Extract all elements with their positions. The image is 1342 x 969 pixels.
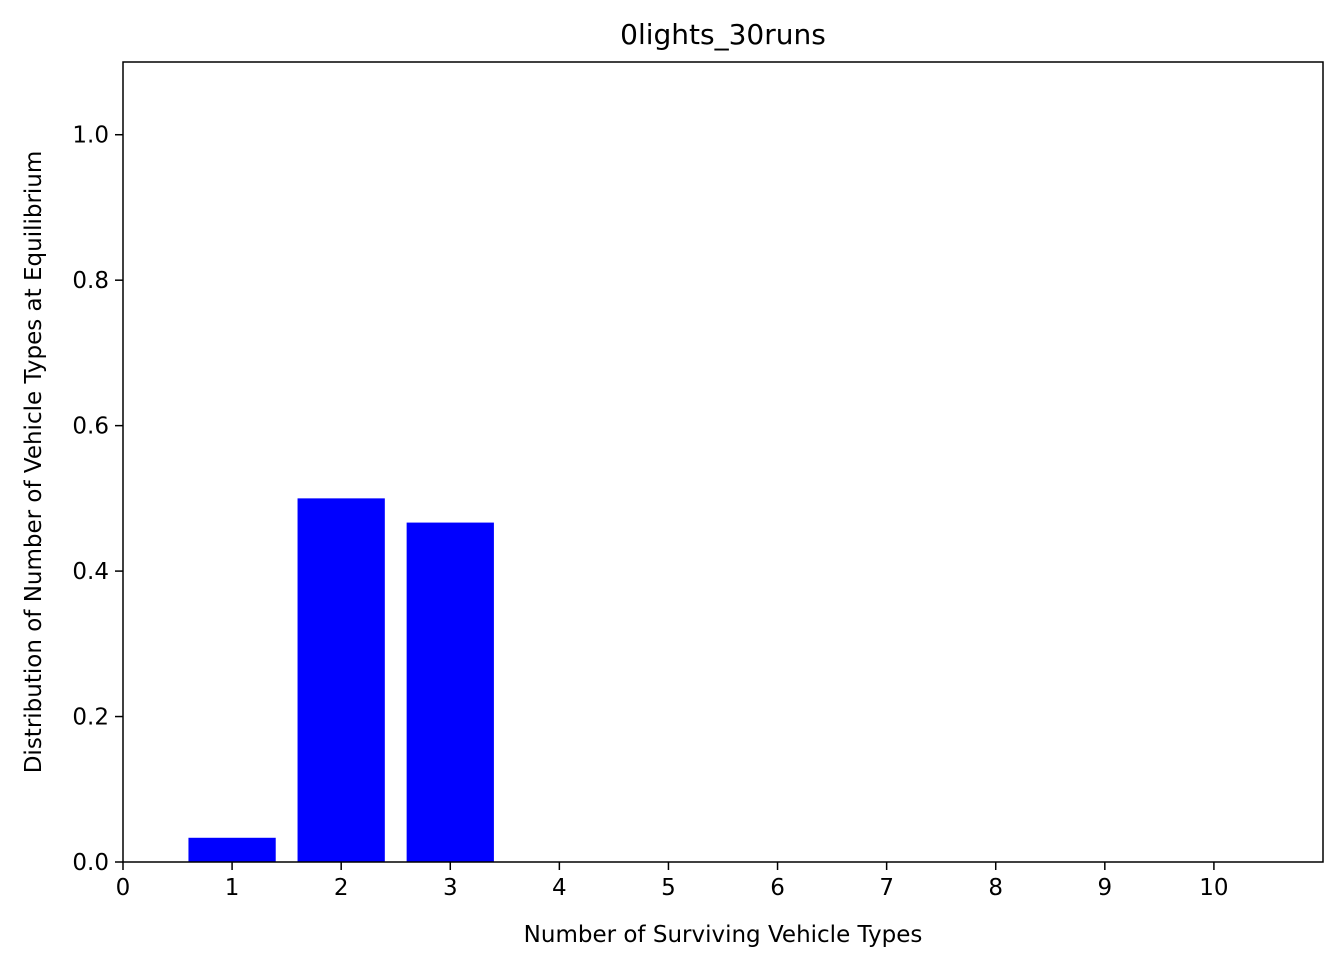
- x-tick-label: 1: [225, 875, 240, 901]
- y-tick-label: 0.4: [72, 559, 109, 585]
- x-tick-label: 2: [334, 875, 349, 901]
- x-tick-label: 5: [661, 875, 676, 901]
- bar-2: [297, 498, 385, 862]
- y-axis-label: Distribution of Number of Vehicle Types …: [21, 151, 47, 774]
- x-tick-label: 4: [552, 875, 567, 901]
- x-tick-label: 0: [116, 875, 131, 901]
- chart-title: 0lights_30runs: [620, 18, 826, 51]
- y-tick-label: 0.0: [72, 850, 109, 876]
- y-tick-label: 0.8: [72, 268, 109, 294]
- y-tick-label: 0.6: [72, 414, 109, 440]
- x-tick-label: 7: [879, 875, 894, 901]
- x-tick-label: 9: [1097, 875, 1112, 901]
- bar-3: [406, 522, 494, 862]
- x-axis-ticks: 0 1 2 3 4 5 6 7 8 9 10: [116, 862, 1229, 901]
- x-tick-label: 6: [770, 875, 785, 901]
- x-axis-label: Number of Surviving Vehicle Types: [524, 922, 923, 948]
- y-tick-label: 1.0: [72, 123, 109, 149]
- plot-frame: [122, 61, 1324, 863]
- bar-1: [188, 837, 276, 862]
- bars: [188, 498, 494, 862]
- x-tick-label: 8: [988, 875, 1003, 901]
- x-tick-label: 3: [443, 875, 458, 901]
- y-tick-label: 0.2: [72, 705, 109, 731]
- y-axis-ticks: 0.0 0.2 0.4 0.6 0.8 1.0: [72, 123, 123, 876]
- x-tick-label: 10: [1199, 875, 1228, 901]
